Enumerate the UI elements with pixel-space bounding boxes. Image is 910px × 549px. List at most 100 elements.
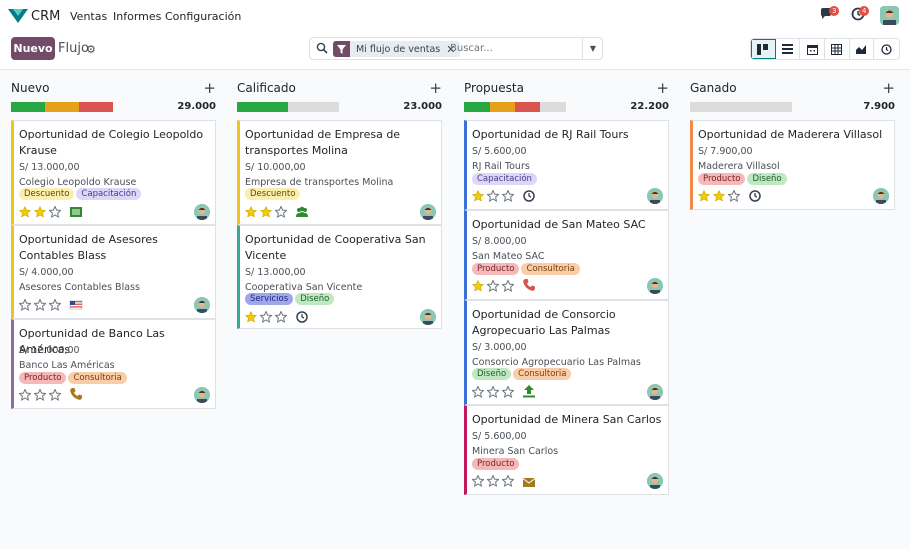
- column-progress-bar[interactable]: [237, 102, 339, 112]
- kanban-card[interactable]: Oportunidad de Consorcio Agropecuario La…: [464, 300, 669, 405]
- star-empty-icon[interactable]: [19, 299, 31, 311]
- kanban-card[interactable]: Oportunidad de Asesores Contables Blass …: [11, 225, 216, 319]
- search-input[interactable]: [450, 40, 580, 57]
- priority-stars[interactable]: [245, 206, 287, 218]
- meeting-icon[interactable]: [69, 205, 83, 219]
- column-progress-bar[interactable]: [690, 102, 792, 112]
- star-empty-icon[interactable]: [728, 190, 740, 202]
- star-empty-icon[interactable]: [49, 206, 61, 218]
- star-filled-icon[interactable]: [472, 190, 484, 202]
- card-amount: S/ 5.600,00: [472, 431, 527, 442]
- star-empty-icon[interactable]: [502, 190, 514, 202]
- card-company: RJ Rail Tours: [472, 161, 530, 172]
- salesperson-avatar[interactable]: [647, 384, 663, 400]
- priority-stars[interactable]: [472, 280, 514, 292]
- users-icon[interactable]: [295, 205, 309, 219]
- star-empty-icon[interactable]: [19, 389, 31, 401]
- priority-stars[interactable]: [472, 475, 514, 487]
- star-empty-icon[interactable]: [487, 190, 499, 202]
- salesperson-avatar[interactable]: [420, 309, 436, 325]
- new-button[interactable]: Nuevo: [11, 37, 55, 60]
- star-filled-icon[interactable]: [34, 206, 46, 218]
- priority-stars[interactable]: [19, 389, 61, 401]
- kanban-card[interactable]: Oportunidad de Colegio Leopoldo Krause S…: [11, 120, 216, 225]
- star-filled-icon[interactable]: [260, 206, 272, 218]
- star-empty-icon[interactable]: [49, 299, 61, 311]
- salesperson-avatar[interactable]: [194, 204, 210, 220]
- star-empty-icon[interactable]: [502, 475, 514, 487]
- star-filled-icon[interactable]: [713, 190, 725, 202]
- star-empty-icon[interactable]: [275, 311, 287, 323]
- salesperson-avatar[interactable]: [647, 473, 663, 489]
- flag-icon[interactable]: [69, 298, 83, 312]
- activities-button[interactable]: 4: [851, 6, 870, 24]
- priority-stars[interactable]: [19, 206, 61, 218]
- kanban-view-button[interactable]: [751, 39, 776, 59]
- column-progress-bar[interactable]: [464, 102, 566, 112]
- salesperson-avatar[interactable]: [647, 188, 663, 204]
- star-filled-icon[interactable]: [698, 190, 710, 202]
- star-empty-icon[interactable]: [34, 299, 46, 311]
- kanban-card[interactable]: Oportunidad de Empresa de transportes Mo…: [237, 120, 442, 225]
- star-empty-icon[interactable]: [502, 386, 514, 398]
- quick-create-button[interactable]: +: [203, 79, 216, 97]
- search-options-toggle[interactable]: ▼: [582, 38, 603, 59]
- star-empty-icon[interactable]: [472, 386, 484, 398]
- star-empty-icon[interactable]: [487, 475, 499, 487]
- app-name[interactable]: CRM: [31, 9, 61, 24]
- priority-stars[interactable]: [245, 311, 287, 323]
- kanban-card[interactable]: Oportunidad de San Mateo SAC S/ 8.000,00…: [464, 210, 669, 300]
- menu-configuracion[interactable]: Configuración: [165, 10, 242, 23]
- graph-view-button[interactable]: [850, 39, 875, 59]
- kanban-card[interactable]: Oportunidad de RJ Rail Tours S/ 5.600,00…: [464, 120, 669, 210]
- star-empty-icon[interactable]: [502, 280, 514, 292]
- priority-stars[interactable]: [472, 386, 514, 398]
- email-icon[interactable]: [522, 475, 536, 489]
- tag: Descuento: [19, 188, 75, 200]
- crm-logo-icon[interactable]: [8, 9, 28, 23]
- star-empty-icon[interactable]: [34, 389, 46, 401]
- star-empty-icon[interactable]: [487, 280, 499, 292]
- gear-icon[interactable]: ⚙: [86, 43, 96, 56]
- star-filled-icon[interactable]: [245, 206, 257, 218]
- clock-icon[interactable]: [748, 189, 762, 203]
- salesperson-avatar[interactable]: [647, 278, 663, 294]
- menu-informes[interactable]: Informes: [113, 10, 162, 23]
- star-filled-icon[interactable]: [19, 206, 31, 218]
- priority-stars[interactable]: [472, 190, 514, 202]
- star-empty-icon[interactable]: [472, 475, 484, 487]
- phone-icon[interactable]: [522, 278, 536, 292]
- activity-view-button[interactable]: [874, 39, 899, 59]
- kanban-card[interactable]: Oportunidad de Banco Las Américas S/ 12.…: [11, 319, 216, 409]
- pivot-view-button[interactable]: [825, 39, 850, 59]
- salesperson-avatar[interactable]: [194, 387, 210, 403]
- upload-icon[interactable]: [522, 384, 536, 398]
- clock-icon[interactable]: [522, 189, 536, 203]
- star-empty-icon[interactable]: [487, 386, 499, 398]
- user-avatar[interactable]: [880, 6, 899, 25]
- star-filled-icon[interactable]: [245, 311, 257, 323]
- menu-ventas[interactable]: Ventas: [70, 10, 108, 23]
- priority-stars[interactable]: [19, 299, 61, 311]
- kanban-card[interactable]: Oportunidad de Minera San Carlos S/ 5.60…: [464, 405, 669, 495]
- quick-create-button[interactable]: +: [429, 79, 442, 97]
- salesperson-avatar[interactable]: [420, 204, 436, 220]
- phone-icon[interactable]: [69, 387, 83, 401]
- quick-create-button[interactable]: +: [656, 79, 669, 97]
- salesperson-avatar[interactable]: [873, 188, 889, 204]
- clock-icon[interactable]: [295, 310, 309, 324]
- star-empty-icon[interactable]: [260, 311, 272, 323]
- search-icon[interactable]: [316, 42, 328, 54]
- messages-button[interactable]: 3: [820, 6, 840, 24]
- calendar-view-button[interactable]: [800, 39, 826, 59]
- column-progress-bar[interactable]: [11, 102, 113, 112]
- kanban-card[interactable]: Oportunidad de Maderera Villasol S/ 7.90…: [690, 120, 895, 210]
- salesperson-avatar[interactable]: [194, 297, 210, 313]
- star-empty-icon[interactable]: [49, 389, 61, 401]
- priority-stars[interactable]: [698, 190, 740, 202]
- list-view-button[interactable]: [776, 39, 801, 59]
- star-filled-icon[interactable]: [472, 280, 484, 292]
- star-empty-icon[interactable]: [275, 206, 287, 218]
- quick-create-button[interactable]: +: [882, 79, 895, 97]
- kanban-card[interactable]: Oportunidad de Cooperativa San Vicente S…: [237, 225, 442, 329]
